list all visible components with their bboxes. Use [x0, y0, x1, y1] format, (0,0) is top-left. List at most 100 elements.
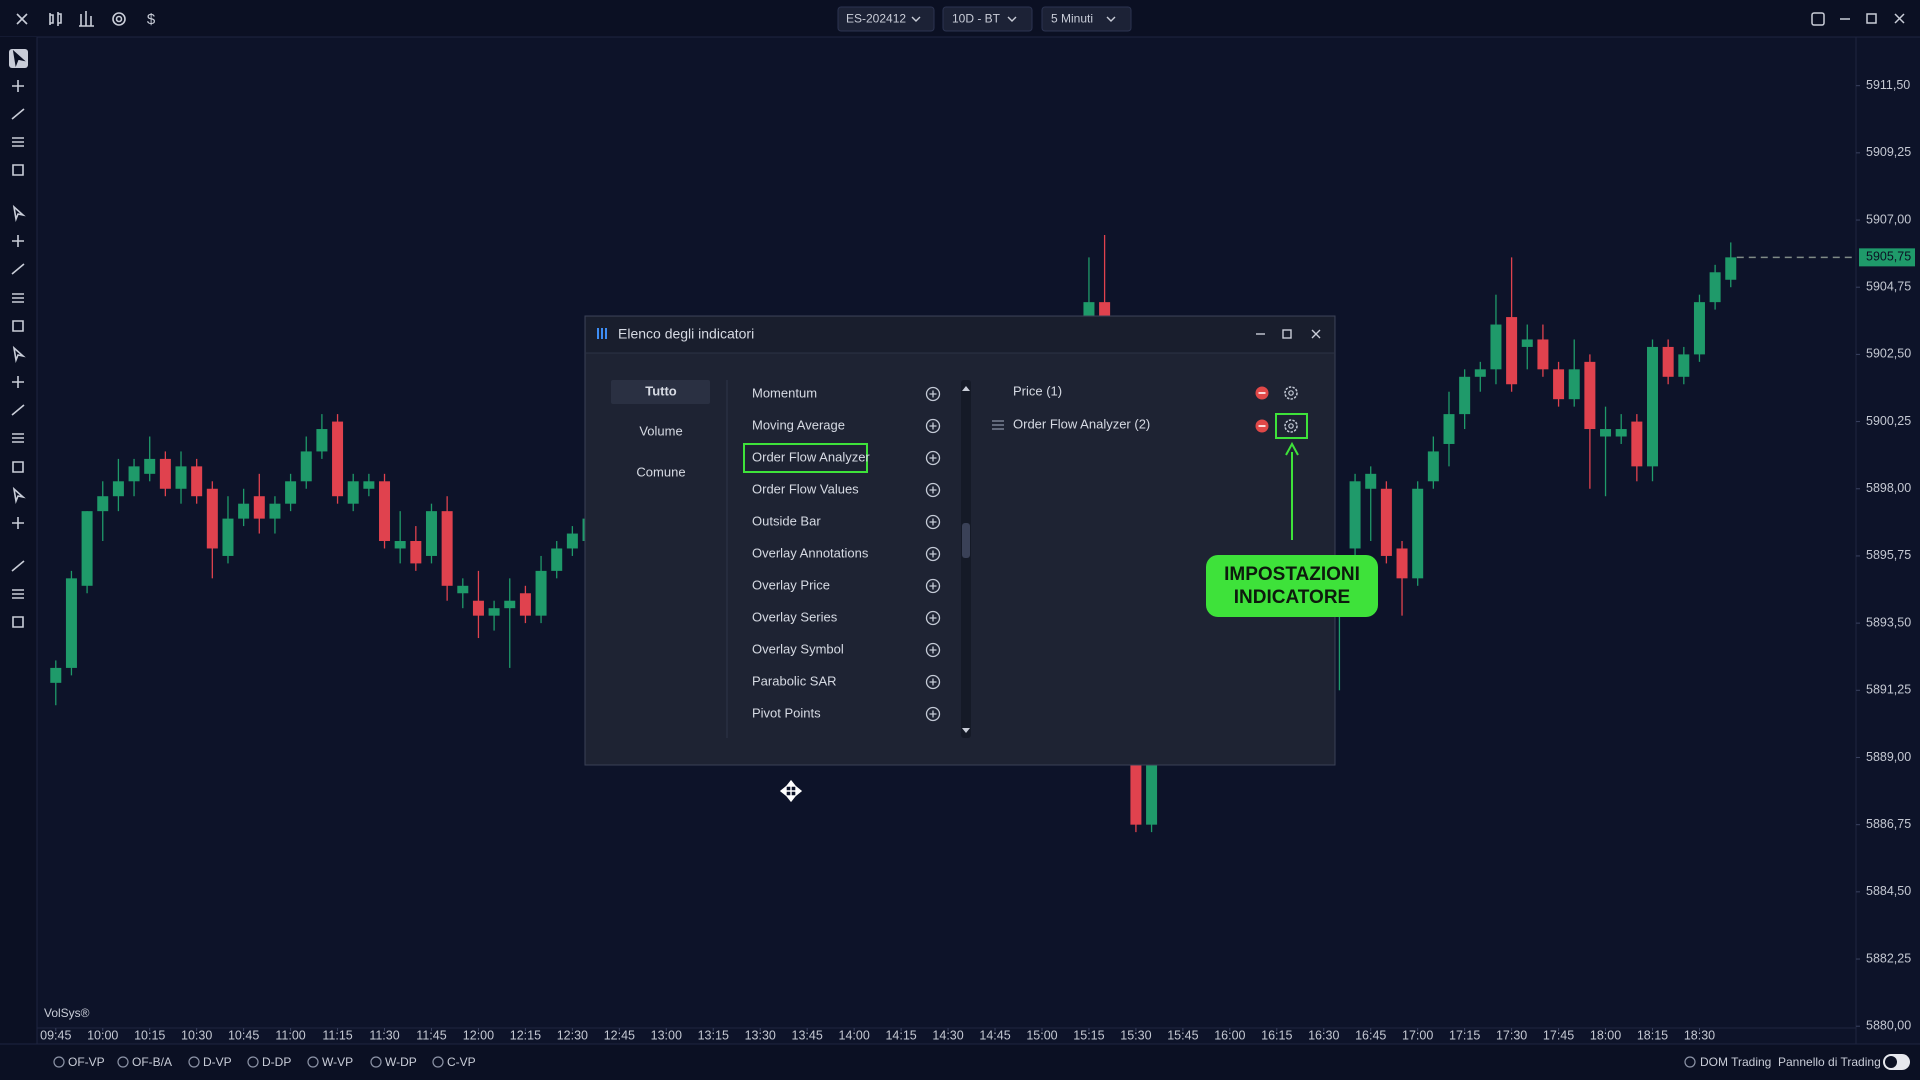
tool-icon[interactable] — [12, 137, 24, 147]
tab-label[interactable]: Tutto — [645, 383, 677, 398]
close-button[interactable] — [1894, 13, 1905, 24]
candle-body — [1412, 488, 1424, 579]
indicator-name[interactable]: Parabolic SAR — [752, 673, 837, 688]
candle-body — [1146, 727, 1158, 825]
add-plus — [929, 710, 937, 718]
y-tick-label: 5898,00 — [1866, 481, 1911, 495]
dom-label: DOM Trading — [1700, 1055, 1771, 1069]
settings-button[interactable] — [1284, 386, 1298, 400]
currency-button[interactable]: $ — [147, 11, 156, 28]
tool-icon[interactable] — [12, 589, 24, 599]
y-tick-label: 5909,25 — [1866, 145, 1911, 159]
tool-icon[interactable] — [12, 486, 26, 504]
candle-body — [535, 570, 547, 616]
close-icon[interactable] — [16, 13, 28, 25]
tool-icon[interactable] — [11, 263, 25, 275]
candle-body — [1521, 339, 1533, 347]
y-tick-label: 5907,00 — [1866, 212, 1911, 226]
study-radio[interactable] — [188, 1056, 200, 1068]
candle-body — [1459, 376, 1471, 415]
tab-label[interactable]: Volume — [639, 423, 682, 438]
y-tick-label: 5904,75 — [1866, 280, 1911, 294]
add-button[interactable] — [925, 642, 941, 658]
study-radio[interactable] — [117, 1056, 129, 1068]
indicator-name[interactable]: Moving Average — [752, 417, 845, 432]
tool-icon[interactable] — [12, 433, 24, 443]
active-indicator[interactable]: Order Flow Analyzer (2) — [1013, 416, 1150, 431]
drag-handle[interactable] — [992, 420, 1004, 430]
add-button[interactable] — [925, 610, 941, 626]
tool-icon[interactable] — [11, 108, 25, 120]
candle-body — [425, 511, 437, 556]
gear-icon[interactable] — [112, 12, 126, 26]
tool-icon[interactable] — [11, 404, 25, 416]
tool-icon[interactable] — [12, 461, 24, 473]
tool-icon[interactable] — [12, 235, 24, 247]
study-radio[interactable] — [307, 1056, 319, 1068]
tool-icon[interactable] — [12, 517, 24, 529]
add-plus — [929, 390, 937, 398]
study-label: W-VP — [322, 1055, 353, 1069]
indicator-name[interactable]: Pivot Points — [752, 705, 821, 720]
indicator-name[interactable]: Overlay Symbol — [752, 641, 844, 656]
scroll-track[interactable] — [961, 380, 971, 738]
tool-icon[interactable] — [12, 376, 24, 388]
indicator-name[interactable]: Overlay Price — [752, 577, 830, 592]
tool-icon[interactable] — [11, 560, 25, 572]
indicator-name[interactable]: Overlay Series — [752, 609, 838, 624]
tab-label[interactable]: Comune — [636, 464, 685, 479]
add-button[interactable] — [925, 706, 941, 722]
tool-icon[interactable] — [12, 345, 26, 363]
range-dropdown[interactable] — [942, 6, 1033, 32]
dialog-maximize[interactable] — [1282, 329, 1292, 339]
last-price-label: 5905,75 — [1866, 250, 1911, 264]
tool-icon[interactable] — [12, 204, 26, 222]
add-button[interactable] — [925, 386, 941, 402]
candle-body — [347, 481, 359, 504]
study-radio[interactable] — [247, 1056, 259, 1068]
indicator-name[interactable]: Outside Bar — [752, 513, 821, 528]
window-controls — [1811, 12, 1905, 26]
study-radio[interactable] — [370, 1056, 382, 1068]
add-button[interactable] — [925, 418, 941, 434]
dialog-close[interactable] — [1311, 329, 1321, 339]
candles-icon[interactable] — [49, 12, 62, 26]
scroll-thumb[interactable] — [962, 523, 970, 558]
settings-button[interactable] — [1284, 419, 1298, 433]
x-tick-label: 17:15 — [1449, 1028, 1480, 1042]
add-button[interactable] — [925, 546, 941, 562]
indicator-name[interactable]: Momentum — [752, 385, 817, 400]
add-button[interactable] — [925, 450, 941, 466]
active-indicator[interactable]: Price (1) — [1013, 383, 1062, 398]
indicator-name[interactable]: Overlay Annotations — [752, 545, 869, 560]
x-tick-label: 12:15 — [510, 1028, 541, 1042]
indicator-name[interactable]: Order Flow Analyzer — [752, 449, 870, 464]
bars-icon[interactable] — [79, 11, 94, 27]
candle-body — [128, 466, 140, 482]
indicator-name[interactable]: Order Flow Values — [752, 481, 859, 496]
maximize-button[interactable] — [1866, 13, 1877, 24]
x-tick-label: 13:45 — [792, 1028, 823, 1042]
layout-button[interactable] — [1811, 12, 1825, 26]
study-radio[interactable] — [53, 1056, 65, 1068]
tool-icon[interactable] — [12, 320, 24, 332]
y-tick-label: 5900,25 — [1866, 414, 1911, 428]
tool-icon[interactable] — [12, 293, 24, 303]
add-button[interactable] — [925, 514, 941, 530]
y-tick-label: 5882,25 — [1866, 951, 1911, 965]
tool-icon[interactable] — [12, 164, 24, 176]
x-tick-label: 10:30 — [181, 1028, 212, 1042]
symbol-dropdown[interactable] — [837, 6, 935, 32]
tool-icon[interactable] — [12, 80, 24, 92]
study-radio[interactable] — [432, 1056, 444, 1068]
candle-body — [1709, 272, 1721, 303]
tool-icon[interactable] — [12, 49, 26, 67]
tool-icon[interactable] — [12, 616, 24, 628]
add-button[interactable] — [925, 674, 941, 690]
x-tick-label: 17:00 — [1402, 1028, 1433, 1042]
interval-dropdown[interactable] — [1041, 6, 1132, 32]
add-button[interactable] — [925, 482, 941, 498]
add-button[interactable] — [925, 578, 941, 594]
candle-body — [566, 533, 578, 549]
dom-radio[interactable] — [1684, 1056, 1696, 1068]
